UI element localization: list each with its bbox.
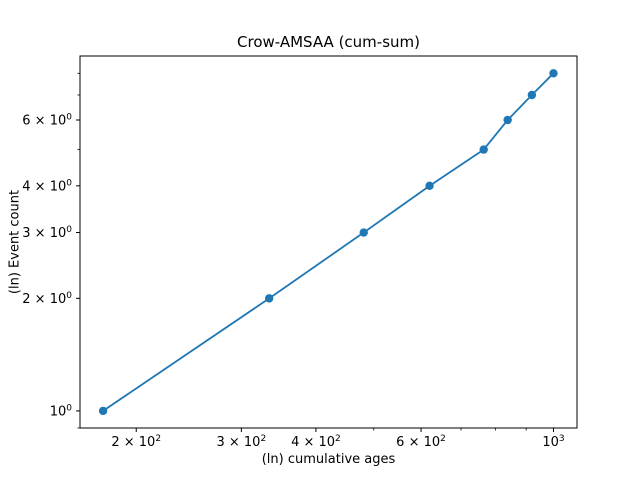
exponent: 0 <box>66 225 72 235</box>
exponent: 3 <box>559 434 565 444</box>
exponent: 0 <box>66 403 72 413</box>
y-tick-label: 6 × 100 <box>22 113 72 129</box>
data-point <box>264 294 274 303</box>
exponent: 2 <box>155 434 161 444</box>
data-point <box>359 228 368 237</box>
data-point <box>425 181 434 191</box>
x-axis-label: (ln) cumulative ages <box>261 452 396 467</box>
y-tick-label: 100 <box>50 403 73 419</box>
exponent: 2 <box>335 434 341 444</box>
data-point <box>503 115 512 125</box>
exponent: 2 <box>440 434 446 444</box>
exponent: 0 <box>66 113 72 123</box>
data-point <box>98 406 108 416</box>
data-point <box>549 69 558 78</box>
chart-title: Crow-AMSAA (cum-sum) <box>237 33 420 51</box>
x-tick-label: 4 × 102 <box>291 434 341 450</box>
exponent: 0 <box>66 178 72 188</box>
y-tick-label: 3 × 100 <box>22 225 72 241</box>
exponent: 2 <box>260 434 266 444</box>
exponent: 0 <box>66 291 72 301</box>
x-tick-label: 3 × 102 <box>216 434 266 450</box>
plot-frame <box>79 55 578 429</box>
data-line <box>102 72 555 412</box>
y-axis-label: (ln) Event count <box>7 189 23 295</box>
y-tick-label: 4 × 100 <box>22 178 72 194</box>
x-tick-label: 103 <box>542 434 564 450</box>
x-tick-label: 2 × 102 <box>111 434 161 450</box>
data-point <box>527 90 537 100</box>
y-tick-label: 2 × 100 <box>22 291 72 307</box>
data-point <box>479 145 488 154</box>
x-tick-label: 6 × 102 <box>396 434 446 450</box>
